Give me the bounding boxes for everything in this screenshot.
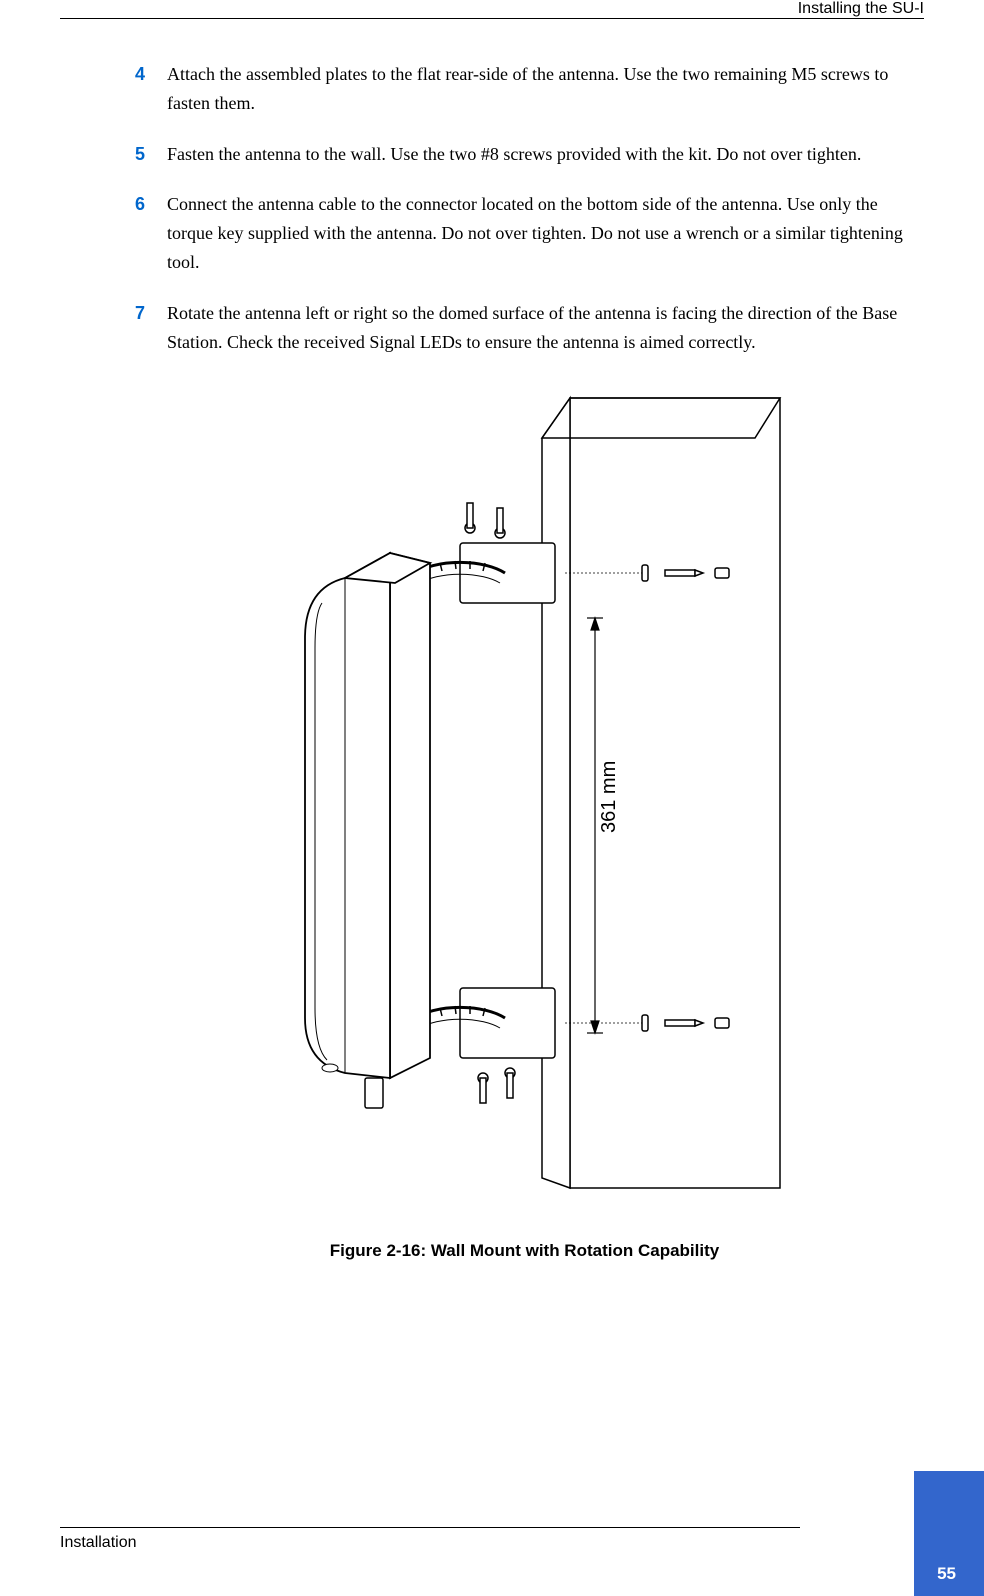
step-text: Rotate the antenna left or right so the …: [167, 299, 914, 357]
step-text: Attach the assembled plates to the flat …: [167, 60, 914, 118]
header-rule: [60, 18, 924, 19]
step-item: 6 Connect the antenna cable to the conne…: [135, 190, 914, 276]
step-number: 4: [135, 60, 167, 118]
figure-container: 361 mm: [135, 378, 914, 1261]
figure-caption: Figure 2-16: Wall Mount with Rotation Ca…: [135, 1241, 914, 1261]
step-item: 7 Rotate the antenna left or right so th…: [135, 299, 914, 357]
antenna-wall-mount-diagram: 361 mm: [245, 378, 805, 1218]
dimension-label: 361 mm: [598, 761, 620, 833]
page-number: 55: [937, 1564, 956, 1584]
step-text: Connect the antenna cable to the connect…: [167, 190, 914, 276]
step-item: 5 Fasten the antenna to the wall. Use th…: [135, 140, 914, 169]
footer-left-text: Installation: [60, 1534, 137, 1552]
step-number: 6: [135, 190, 167, 276]
main-content: 4 Attach the assembled plates to the fla…: [135, 60, 914, 1261]
header-right-text: Installing the SU-I: [798, 0, 924, 18]
step-number: 5: [135, 140, 167, 169]
page-number-box: 55: [914, 1471, 984, 1596]
step-item: 4 Attach the assembled plates to the fla…: [135, 60, 914, 118]
step-text: Fasten the antenna to the wall. Use the …: [167, 140, 914, 169]
step-number: 7: [135, 299, 167, 357]
footer-rule: [60, 1527, 800, 1528]
